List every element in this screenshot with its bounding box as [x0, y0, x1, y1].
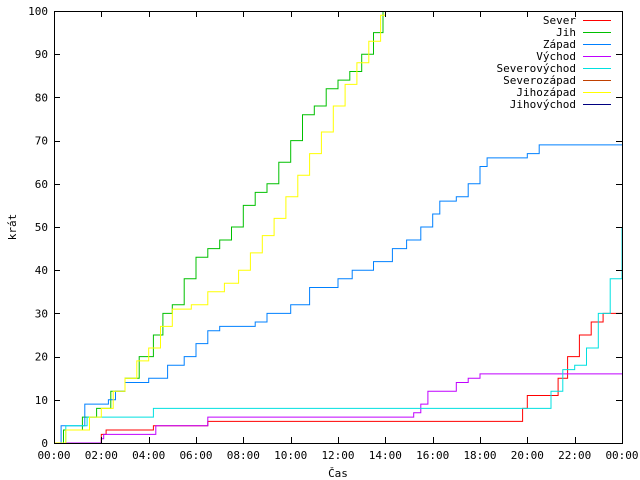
- x-tick-label: 20:00: [511, 449, 544, 462]
- legend-label: Sever: [543, 14, 576, 27]
- legend-label: Jih: [556, 26, 576, 39]
- y-axis-label: krát: [6, 214, 19, 241]
- series-line-jih: [54, 11, 384, 444]
- axes: 00:00 02:00 04:00 06:00 08:00 10:00 12:00 14:00…: [28, 5, 638, 462]
- plot-lines: [54, 11, 623, 444]
- series-line-západ: [54, 144, 622, 444]
- legend: SeverJihZápadVýchodSeverovýchodSeverozáp…: [497, 14, 611, 111]
- y-tick-label: 70: [35, 135, 48, 148]
- legend-label: Západ: [543, 38, 576, 51]
- x-tick-label: 18:00: [463, 449, 496, 462]
- legend-label: Severozápad: [503, 74, 576, 87]
- series-line-severovýchod: [54, 227, 623, 444]
- series-line-východ: [54, 373, 622, 444]
- x-tick-label: 12:00: [321, 449, 354, 462]
- x-tick-label: 04:00: [132, 449, 165, 462]
- x-tick-label: 10:00: [274, 449, 307, 462]
- legend-label: Východ: [536, 50, 576, 63]
- y-tick-label: 40: [35, 264, 48, 277]
- x-tick-label: 16:00: [416, 449, 449, 462]
- x-tick-label: 06:00: [179, 449, 212, 462]
- y-tick-label: 0: [41, 437, 48, 450]
- x-tick-label: 00:00: [605, 449, 638, 462]
- series-line-jihozápad: [54, 11, 386, 444]
- y-tick-label: 60: [35, 178, 48, 191]
- y-tick-label: 50: [35, 221, 48, 234]
- y-tick-label: 90: [35, 48, 48, 61]
- x-tick-label: 00:00: [37, 449, 70, 462]
- y-tick-label: 30: [35, 307, 48, 320]
- y-tick-label: 100: [28, 5, 48, 18]
- x-tick-label: 14:00: [369, 449, 402, 462]
- y-tick-label: 20: [35, 351, 48, 364]
- legend-label: Severovýchod: [497, 62, 576, 75]
- x-axis-label: Čas: [328, 467, 348, 480]
- x-tick-label: 02:00: [85, 449, 118, 462]
- y-tick-label: 10: [35, 394, 48, 407]
- legend-label: Jihovýchod: [510, 98, 576, 111]
- legend-label: Jihozápad: [516, 86, 576, 99]
- y-tick-label: 80: [35, 91, 48, 104]
- x-tick-label: 08:00: [227, 449, 260, 462]
- x-tick-label: 22:00: [558, 449, 591, 462]
